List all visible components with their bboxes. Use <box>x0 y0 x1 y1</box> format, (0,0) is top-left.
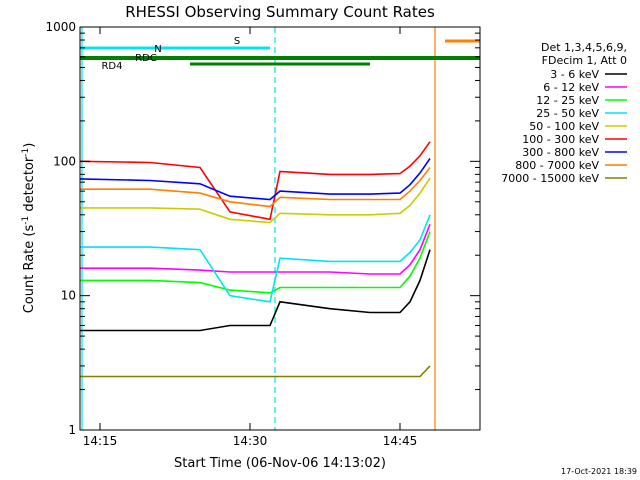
y-tick-label: 10 <box>61 289 76 303</box>
flag-label-rdc: RDC <box>135 53 157 64</box>
x-tick-label: 14:30 <box>233 434 268 448</box>
x-axis-label: Start Time (06-Nov-06 14:13:02) <box>174 456 386 471</box>
x-tick-label: 14:15 <box>83 434 118 448</box>
series-line-4-0 <box>80 177 431 224</box>
legend-header-2: FDecim 1, Att 0 <box>542 54 627 67</box>
series-line-8-0 <box>80 365 431 378</box>
series-line-7-0 <box>80 167 431 208</box>
date-stamp: 17-Oct-2021 18:39 <box>561 467 637 476</box>
legend: Det 1,3,4,5,6,9, FDecim 1, Att 0 3 - 6 k… <box>501 41 627 185</box>
series-line-0-0 <box>80 249 431 332</box>
y-tick-label: 1 <box>68 423 76 437</box>
legend-label: 800 - 7000 keV <box>515 159 599 172</box>
legend-label: 6 - 12 keV <box>543 81 599 94</box>
legend-label: 7000 - 15000 keV <box>501 172 599 185</box>
y-tick-label: 100 <box>53 154 76 168</box>
flag-label-rd4: RD4 <box>101 61 122 72</box>
legend-label: 25 - 50 keV <box>536 107 599 120</box>
x-tick-label: 14:45 <box>383 434 418 448</box>
y-axis-label: Count Rate (s-1 detector-1) <box>21 143 37 314</box>
legend-label: 100 - 300 keV <box>522 133 599 146</box>
series-line-3-0 <box>80 214 431 303</box>
legend-label: 300 - 800 keV <box>522 146 599 159</box>
series-line-6-0 <box>79 158 431 201</box>
series-line-5-0 <box>79 141 431 221</box>
series-line-1-0 <box>80 224 431 275</box>
plot-area: N S RDC RD4 <box>79 27 480 430</box>
series-line-2-0 <box>80 231 431 294</box>
legend-label: 12 - 25 keV <box>536 94 599 107</box>
y-axis-ticks: 1 10 100 1000 <box>45 20 480 437</box>
plot-frame <box>79 26 481 431</box>
x-axis-ticks: 14:15 14:30 14:45 <box>83 27 418 448</box>
legend-header-1: Det 1,3,4,5,6,9, <box>541 41 627 54</box>
y-tick-label: 1000 <box>45 20 76 34</box>
flag-label-n: N <box>154 44 161 55</box>
flag-label-s: S <box>234 36 240 47</box>
legend-label: 3 - 6 keV <box>550 68 599 81</box>
legend-label: 50 - 100 keV <box>529 120 599 133</box>
chart-title: RHESSI Observing Summary Count Rates <box>125 3 435 21</box>
